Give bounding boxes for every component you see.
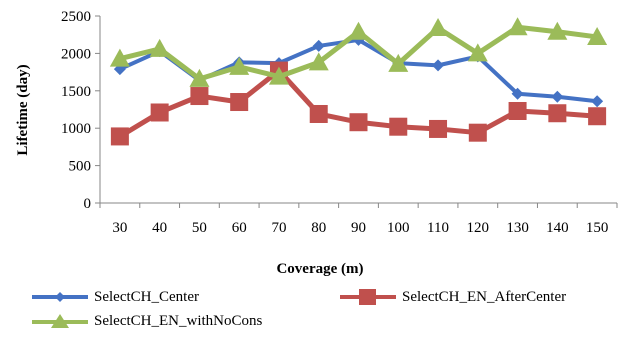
y-tick-label: 1000 [61,121,91,137]
x-tick-label: 30 [112,220,127,236]
data-point-square [508,101,527,120]
data-point-square [389,117,408,136]
series-2 [109,17,608,87]
y-tick-label: 0 [84,196,92,212]
x-tick-label: 130 [506,220,529,236]
data-point-triangle [547,21,568,40]
legend-label: SelectCH_Center [94,288,199,305]
legend: SelectCH_Center SelectCH_EN_AfterCenter … [30,286,615,336]
data-point-triangle [428,17,449,36]
y-tick-label: 500 [69,159,92,175]
line-chart: 0 500 1000 1500 2000 2500 30 40 50 60 70 80 90 100 11… [15,9,618,277]
data-point-triangle [507,17,528,36]
data-point-triangle [467,43,488,62]
data-point-triangle [348,21,369,40]
legend-label: SelectCH_EN_AfterCenter [402,288,567,305]
data-point-square [588,107,607,126]
x-tick-label: 110 [427,220,449,236]
data-point-square [349,113,368,132]
data-point-triangle [109,48,130,67]
data-point-diamond [551,90,564,103]
x-tick-label: 50 [192,220,207,236]
data-point-square [110,127,129,146]
y-axis-title: Lifetime (day) [15,64,31,155]
series-layer [109,17,608,146]
y-ticks: 0 500 1000 1500 2000 2500 [61,9,100,212]
y-tick-label: 2500 [61,9,91,25]
legend-swatch-square [340,289,396,305]
x-tick-label: 90 [351,220,366,236]
data-point-square [309,104,328,123]
x-tick-label: 150 [586,220,609,236]
data-point-square [190,87,209,106]
legend-item-selectch-en-aftercenter: SelectCH_EN_AfterCenter [338,286,566,308]
x-ticks: 30 40 50 60 70 80 90 100 110 120 130 140 150 [99,203,618,236]
data-point-triangle [587,26,608,45]
data-point-square [230,93,249,112]
legend-swatch-triangle [32,314,88,328]
legend-label: SelectCH_EN_withNoCons [94,312,263,329]
data-point-triangle [229,56,250,75]
series-1 [110,61,607,146]
x-tick-label: 70 [271,220,286,236]
data-point-diamond [432,59,445,72]
x-tick-label: 120 [467,220,490,236]
data-point-triangle [149,38,170,57]
data-point-triangle [388,53,409,72]
legend-item-selectch-center: SelectCH_Center [30,286,199,308]
legend-swatch-diamond [32,292,88,302]
axes [99,16,617,204]
data-point-diamond [511,87,524,100]
data-point-square [468,123,487,142]
y-tick-label: 1500 [61,84,91,100]
x-tick-label: 140 [546,220,569,236]
x-tick-label: 100 [387,220,410,236]
legend-item-selectch-en-withnocons: SelectCH_EN_withNoCons [30,310,262,332]
data-point-square [429,119,448,138]
data-point-square [150,103,169,122]
data-point-square [548,104,567,123]
data-point-triangle [268,66,289,85]
x-tick-label: 80 [311,220,326,236]
data-point-diamond [312,39,325,52]
data-point-triangle [308,52,329,71]
data-point-diamond [591,95,604,108]
x-axis-title: Coverage (m) [276,261,363,277]
x-tick-label: 60 [232,220,247,236]
data-point-triangle [189,68,210,87]
y-tick-label: 2000 [61,46,91,62]
x-tick-label: 40 [152,220,167,236]
